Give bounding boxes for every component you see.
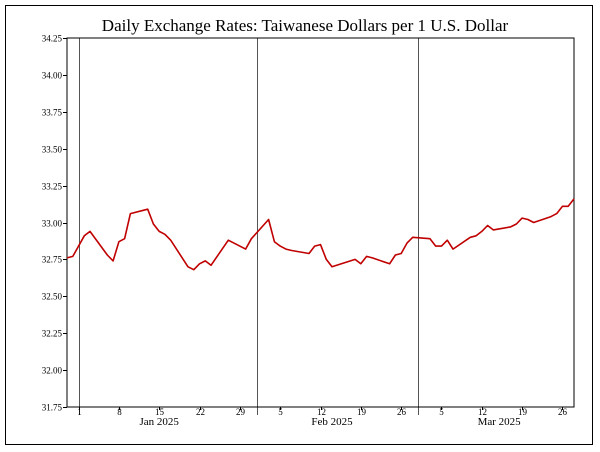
x-month-label: Jan 2025 bbox=[139, 416, 179, 428]
plot-area bbox=[66, 37, 575, 408]
x-tick-label: 26 bbox=[397, 407, 407, 417]
x-tick-label: 15 bbox=[155, 407, 165, 417]
x-tick-label: 1 bbox=[77, 407, 82, 417]
y-tick-label: 33.25 bbox=[42, 182, 63, 192]
x-month-label: Mar 2025 bbox=[478, 416, 522, 428]
grid-lines bbox=[79, 38, 419, 415]
x-tick-label: 12 bbox=[478, 407, 487, 417]
y-axis: 31.75 32.00 32.25 32.50 32.75 33.00 33.25 33.50… bbox=[42, 34, 67, 413]
x-tick-label: 29 bbox=[236, 407, 246, 417]
y-tick-label: 33.50 bbox=[42, 145, 63, 155]
x-tick-label: 22 bbox=[196, 407, 205, 417]
y-tick-label: 33.00 bbox=[42, 219, 63, 229]
y-tick-label: 34.00 bbox=[42, 71, 63, 81]
y-tick-label: 32.50 bbox=[42, 292, 63, 302]
x-tick-label: 5 bbox=[439, 407, 444, 417]
x-tick-label: 26 bbox=[558, 407, 568, 417]
x-tick-label: 19 bbox=[357, 407, 367, 417]
x-month-label: Feb 2025 bbox=[311, 416, 353, 428]
y-tick-label: 31.75 bbox=[42, 403, 63, 413]
y-tick-label: 33.75 bbox=[42, 108, 63, 118]
chart-frame bbox=[5, 5, 593, 445]
y-tick-label: 34.25 bbox=[42, 34, 63, 44]
series-layer bbox=[66, 198, 575, 271]
x-tick-label: 19 bbox=[518, 407, 528, 417]
y-tick-label: 32.00 bbox=[42, 366, 63, 376]
chart-title: Daily Exchange Rates: Taiwanese Dollars … bbox=[102, 16, 509, 35]
y-tick-label: 32.25 bbox=[42, 329, 63, 339]
x-axis: 1 8 15 22 29 5 12 19 26 5 12 19 26 Jan 2025 Feb 2025 Ma… bbox=[77, 407, 568, 428]
y-tick-label: 32.75 bbox=[42, 255, 63, 265]
x-tick-label: 12 bbox=[317, 407, 326, 417]
x-tick-label: 8 bbox=[117, 407, 122, 417]
series-line bbox=[66, 198, 575, 271]
x-tick-label: 5 bbox=[278, 407, 283, 417]
